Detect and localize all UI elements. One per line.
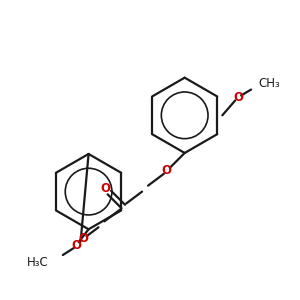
Text: O: O (233, 91, 243, 104)
Text: O: O (162, 164, 172, 177)
Text: O: O (72, 238, 82, 252)
Text: CH₃: CH₃ (258, 77, 280, 90)
Text: O: O (100, 182, 110, 195)
Text: O: O (79, 232, 88, 245)
Text: H₃C: H₃C (27, 256, 49, 269)
